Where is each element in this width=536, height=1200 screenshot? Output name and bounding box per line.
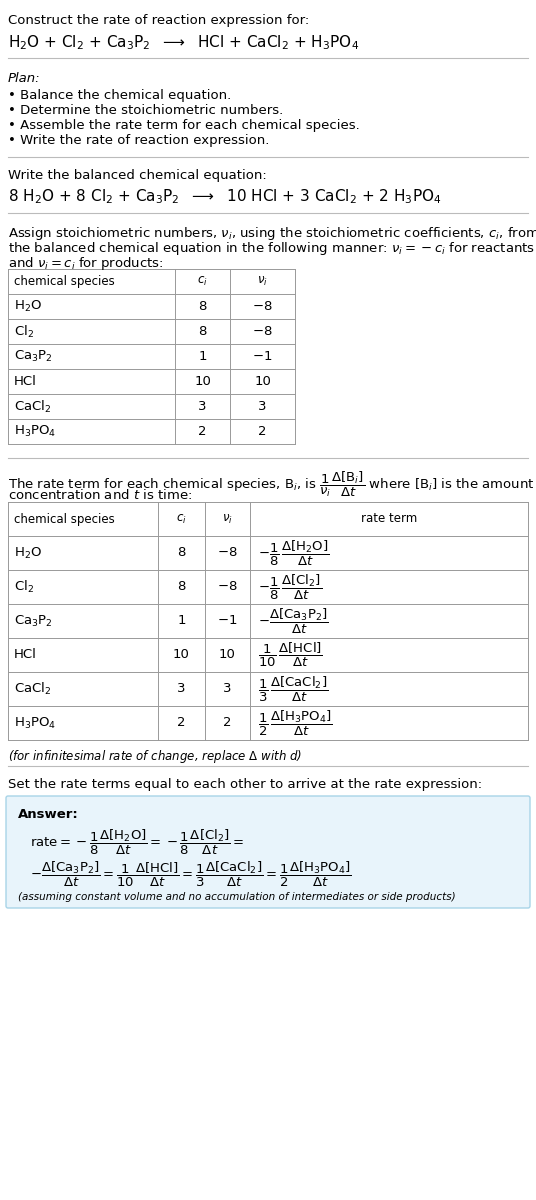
Text: $\mathrm{rate} = -\dfrac{1}{8}\dfrac{\Delta[\mathrm{H_2O}]}{\Delta t} = -\dfrac{: $\mathrm{rate} = -\dfrac{1}{8}\dfrac{\De… <box>30 828 244 857</box>
Text: 8: 8 <box>177 581 185 594</box>
Text: 1: 1 <box>198 350 207 362</box>
Text: $-1$: $-1$ <box>217 614 237 628</box>
Text: • Assemble the rate term for each chemical species.: • Assemble the rate term for each chemic… <box>8 119 360 132</box>
Text: H$_3$PO$_4$: H$_3$PO$_4$ <box>14 715 56 731</box>
Text: chemical species: chemical species <box>14 275 115 288</box>
Text: 3: 3 <box>224 683 232 696</box>
Text: HCl: HCl <box>14 648 37 661</box>
Text: $-8$: $-8$ <box>252 300 273 313</box>
Text: CaCl$_2$: CaCl$_2$ <box>14 680 51 697</box>
Text: The rate term for each chemical species, B$_i$, is $\dfrac{1}{\nu_i}\dfrac{\Delt: The rate term for each chemical species,… <box>8 470 534 499</box>
Text: • Write the rate of reaction expression.: • Write the rate of reaction expression. <box>8 134 270 146</box>
Text: $-1$: $-1$ <box>252 350 273 362</box>
Text: Assign stoichiometric numbers, $\nu_i$, using the stoichiometric coefficients, $: Assign stoichiometric numbers, $\nu_i$, … <box>8 226 536 242</box>
Text: Ca$_3$P$_2$: Ca$_3$P$_2$ <box>14 613 53 629</box>
Text: $-\dfrac{\Delta[\mathrm{Ca_3P_2}]}{\Delta t}$: $-\dfrac{\Delta[\mathrm{Ca_3P_2}]}{\Delt… <box>258 606 329 636</box>
Text: chemical species: chemical species <box>14 512 115 526</box>
Text: $-8$: $-8$ <box>217 546 238 559</box>
Text: 3: 3 <box>258 400 267 413</box>
Text: 10: 10 <box>254 374 271 388</box>
Text: Ca$_3$P$_2$: Ca$_3$P$_2$ <box>14 349 53 364</box>
Text: CaCl$_2$: CaCl$_2$ <box>14 398 51 414</box>
Text: 3: 3 <box>198 400 207 413</box>
Text: 1: 1 <box>177 614 186 628</box>
Text: 2: 2 <box>177 716 186 730</box>
Text: 10: 10 <box>194 374 211 388</box>
Text: $\nu_i$: $\nu_i$ <box>222 512 233 526</box>
Text: Set the rate terms equal to each other to arrive at the rate expression:: Set the rate terms equal to each other t… <box>8 778 482 791</box>
Text: 8: 8 <box>198 325 207 338</box>
Text: Cl$_2$: Cl$_2$ <box>14 324 34 340</box>
Text: $\dfrac{1}{10}\,\dfrac{\Delta[\mathrm{HCl}]}{\Delta t}$: $\dfrac{1}{10}\,\dfrac{\Delta[\mathrm{HC… <box>258 641 323 670</box>
Text: 3: 3 <box>177 683 186 696</box>
Text: • Balance the chemical equation.: • Balance the chemical equation. <box>8 89 231 102</box>
Text: 8: 8 <box>177 546 185 559</box>
Text: 2: 2 <box>258 425 267 438</box>
Text: $-\dfrac{1}{8}\,\dfrac{\Delta[\mathrm{H_2O}]}{\Delta t}$: $-\dfrac{1}{8}\,\dfrac{\Delta[\mathrm{H_… <box>258 539 330 568</box>
Text: 10: 10 <box>173 648 190 661</box>
Text: H$_2$O: H$_2$O <box>14 546 42 560</box>
Text: $\dfrac{1}{2}\,\dfrac{\Delta[\mathrm{H_3PO_4}]}{\Delta t}$: $\dfrac{1}{2}\,\dfrac{\Delta[\mathrm{H_3… <box>258 708 333 738</box>
Text: Write the balanced chemical equation:: Write the balanced chemical equation: <box>8 169 267 182</box>
Text: the balanced chemical equation in the following manner: $\nu_i = -c_i$ for react: the balanced chemical equation in the fo… <box>8 240 535 257</box>
Text: (for infinitesimal rate of change, replace $\Delta$ with $d$): (for infinitesimal rate of change, repla… <box>8 748 302 766</box>
Text: 8: 8 <box>198 300 207 313</box>
Text: 10: 10 <box>219 648 236 661</box>
Text: concentration and $t$ is time:: concentration and $t$ is time: <box>8 488 192 502</box>
Text: $\dfrac{1}{3}\,\dfrac{\Delta[\mathrm{CaCl_2}]}{\Delta t}$: $\dfrac{1}{3}\,\dfrac{\Delta[\mathrm{CaC… <box>258 674 329 703</box>
Text: $\nu_i$: $\nu_i$ <box>257 275 268 288</box>
Text: $-8$: $-8$ <box>217 581 238 594</box>
Text: Answer:: Answer: <box>18 808 79 821</box>
Text: H$_2$O: H$_2$O <box>14 299 42 314</box>
Text: $-8$: $-8$ <box>252 325 273 338</box>
Text: rate term: rate term <box>361 512 417 526</box>
Text: and $\nu_i = c_i$ for products:: and $\nu_i = c_i$ for products: <box>8 254 163 272</box>
FancyBboxPatch shape <box>6 796 530 908</box>
Text: Plan:: Plan: <box>8 72 41 85</box>
Text: (assuming constant volume and no accumulation of intermediates or side products): (assuming constant volume and no accumul… <box>18 892 456 902</box>
Text: HCl: HCl <box>14 374 37 388</box>
Text: $-\dfrac{1}{8}\,\dfrac{\Delta[\mathrm{Cl_2}]}{\Delta t}$: $-\dfrac{1}{8}\,\dfrac{\Delta[\mathrm{Cl… <box>258 572 322 601</box>
Text: $c_i$: $c_i$ <box>197 275 208 288</box>
Text: 8 H$_2$O + 8 Cl$_2$ + Ca$_3$P$_2$  $\longrightarrow$  10 HCl + 3 CaCl$_2$ + 2 H$: 8 H$_2$O + 8 Cl$_2$ + Ca$_3$P$_2$ $\long… <box>8 187 442 205</box>
Text: Cl$_2$: Cl$_2$ <box>14 578 34 595</box>
Text: 2: 2 <box>224 716 232 730</box>
Text: $-\dfrac{\Delta[\mathrm{Ca_3P_2}]}{\Delta t} = \dfrac{1}{10}\dfrac{\Delta[\mathr: $-\dfrac{\Delta[\mathrm{Ca_3P_2}]}{\Delt… <box>30 860 352 889</box>
Text: 2: 2 <box>198 425 207 438</box>
Text: H$_3$PO$_4$: H$_3$PO$_4$ <box>14 424 56 439</box>
Text: $c_i$: $c_i$ <box>176 512 187 526</box>
Text: Construct the rate of reaction expression for:: Construct the rate of reaction expressio… <box>8 14 309 26</box>
Text: H$_2$O + Cl$_2$ + Ca$_3$P$_2$  $\longrightarrow$  HCl + CaCl$_2$ + H$_3$PO$_4$: H$_2$O + Cl$_2$ + Ca$_3$P$_2$ $\longrigh… <box>8 32 359 52</box>
Text: • Determine the stoichiometric numbers.: • Determine the stoichiometric numbers. <box>8 104 283 116</box>
